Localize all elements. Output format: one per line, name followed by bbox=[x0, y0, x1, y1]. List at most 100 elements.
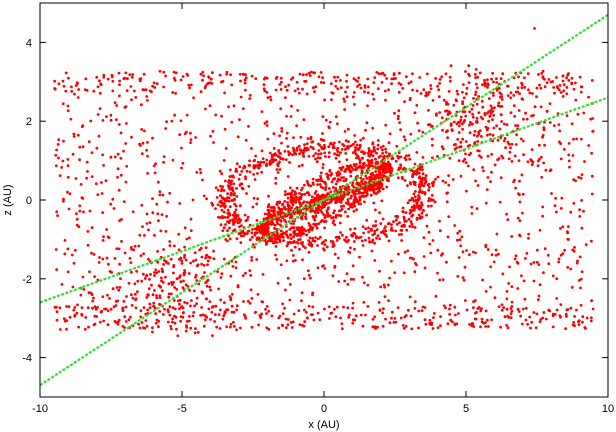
scatter-point bbox=[528, 315, 532, 319]
scatter-point bbox=[569, 306, 573, 310]
scatter-point bbox=[138, 233, 142, 237]
scatter-point bbox=[565, 92, 569, 96]
scatter-point bbox=[480, 135, 483, 138]
scatter-point bbox=[324, 155, 327, 158]
scatter-point bbox=[71, 285, 75, 289]
scatter-point bbox=[178, 202, 182, 205]
scatter-point bbox=[158, 302, 161, 306]
scatter-point bbox=[542, 127, 546, 131]
scatter-point bbox=[295, 148, 299, 152]
scatter-point bbox=[566, 266, 570, 269]
scatter-point bbox=[400, 233, 403, 236]
scatter-point bbox=[155, 82, 159, 85]
scatter-point bbox=[322, 248, 326, 252]
scatter-point bbox=[179, 119, 183, 123]
scatter-point bbox=[548, 121, 552, 124]
scatter-point bbox=[141, 225, 144, 229]
scatter-point bbox=[316, 244, 319, 247]
scatter-point bbox=[250, 235, 254, 239]
scatter-point bbox=[311, 305, 315, 309]
scatter-point bbox=[219, 194, 222, 198]
scatter-point bbox=[242, 300, 245, 303]
scatter-point bbox=[138, 144, 142, 147]
scatter-point bbox=[301, 258, 304, 262]
scatter-point bbox=[306, 191, 310, 195]
scatter-point bbox=[203, 271, 206, 274]
scatter-point bbox=[208, 104, 212, 108]
scatter-point bbox=[414, 262, 417, 265]
scatter-point bbox=[402, 135, 406, 139]
scatter-point bbox=[327, 192, 330, 196]
scatter-point bbox=[266, 226, 270, 230]
scatter-point bbox=[303, 143, 306, 147]
scatter-point bbox=[376, 87, 380, 91]
scatter-point bbox=[535, 260, 539, 264]
scatter-point bbox=[373, 76, 377, 79]
scatter-point bbox=[277, 316, 281, 320]
scatter-point bbox=[423, 266, 427, 270]
scatter-point bbox=[456, 138, 460, 141]
scatter-point bbox=[329, 190, 333, 194]
x-axis-label: x (AU) bbox=[308, 419, 339, 431]
scatter-point bbox=[305, 142, 309, 146]
scatter-point bbox=[472, 168, 476, 172]
scatter-point bbox=[369, 193, 373, 197]
scatter-point bbox=[297, 144, 301, 148]
scatter-point bbox=[286, 208, 290, 211]
scatter-point bbox=[72, 132, 76, 136]
scatter-point bbox=[364, 227, 368, 231]
scatter-point bbox=[329, 142, 333, 146]
scatter-point bbox=[465, 189, 468, 193]
scatter-point bbox=[417, 326, 420, 330]
scatter-point bbox=[266, 96, 270, 99]
scatter-point bbox=[57, 138, 61, 142]
scatter-point bbox=[541, 69, 545, 73]
scatter-point bbox=[200, 262, 204, 266]
scatter-point bbox=[390, 82, 393, 86]
scatter-point bbox=[545, 81, 549, 84]
scatter-point bbox=[90, 151, 94, 155]
scatter-point bbox=[168, 313, 172, 317]
scatter-point bbox=[144, 319, 148, 322]
scatter-point bbox=[353, 204, 357, 208]
scatter-point bbox=[449, 122, 453, 126]
scatter-point bbox=[544, 317, 548, 321]
scatter-point bbox=[62, 139, 65, 143]
scatter-point bbox=[436, 248, 440, 252]
scatter-point bbox=[456, 92, 460, 96]
scatter-point bbox=[267, 309, 271, 313]
scatter-point bbox=[341, 193, 345, 197]
scatter-point bbox=[476, 184, 480, 187]
scatter-point bbox=[361, 225, 365, 229]
scatter-point bbox=[268, 163, 272, 167]
scatter-point bbox=[557, 260, 560, 264]
scatter-point bbox=[384, 123, 388, 127]
scatter-point bbox=[289, 216, 292, 220]
scatter-point bbox=[429, 87, 433, 91]
scatter-point bbox=[381, 163, 385, 167]
scatter-point bbox=[441, 278, 445, 281]
scatter-point bbox=[351, 190, 354, 194]
scatter-point bbox=[335, 305, 339, 309]
scatter-point bbox=[265, 326, 269, 330]
scatter-point bbox=[140, 279, 144, 283]
scatter-point bbox=[370, 240, 374, 244]
scatter-point bbox=[558, 129, 562, 133]
scatter-point bbox=[203, 86, 207, 90]
scatter-point bbox=[336, 87, 340, 91]
scatter-point bbox=[287, 192, 291, 196]
scatter-point bbox=[479, 325, 482, 329]
scatter-point bbox=[522, 117, 525, 121]
scatter-point bbox=[283, 190, 287, 193]
scatter-point bbox=[412, 192, 416, 196]
scatter-point bbox=[209, 318, 212, 321]
scatter-point bbox=[374, 220, 378, 223]
scatter-point bbox=[464, 114, 468, 118]
scatter-point bbox=[106, 309, 110, 313]
scatter-point bbox=[418, 183, 421, 186]
scatter-point bbox=[489, 265, 493, 269]
scatter-point bbox=[360, 180, 364, 184]
scatter-point bbox=[579, 277, 583, 281]
scatter-point bbox=[128, 257, 132, 260]
scatter-point bbox=[453, 322, 457, 326]
